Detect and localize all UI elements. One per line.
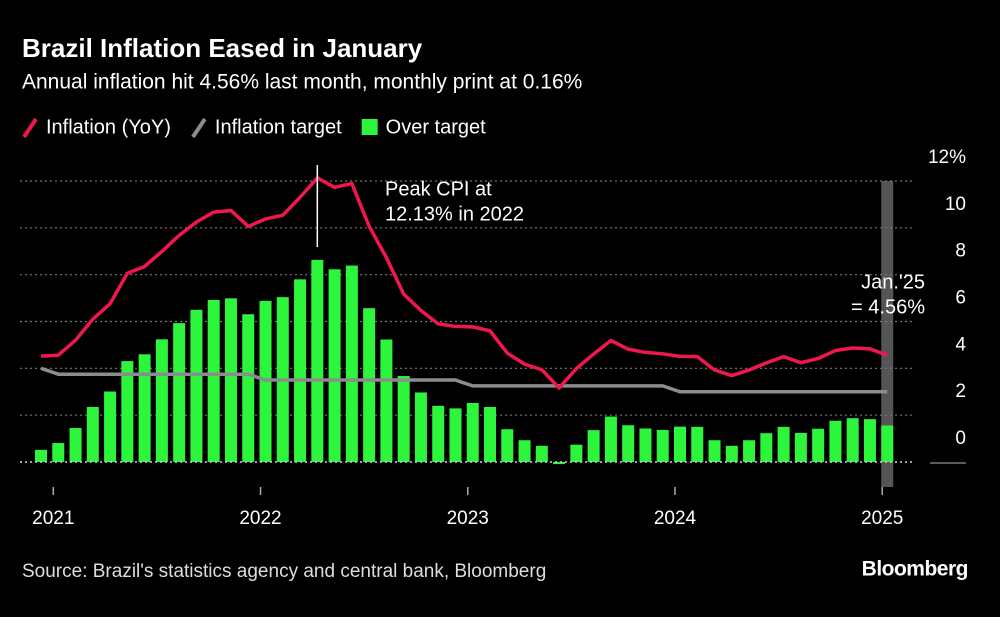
highlight-band [881,181,894,487]
bar [86,406,99,462]
legend-swatch [191,117,207,139]
legend-swatch [22,117,38,139]
bar [155,339,168,462]
bar [673,426,686,462]
bar [846,418,859,462]
bar [708,440,721,462]
bar [345,265,358,462]
bar [794,432,807,462]
annotation: Jan.'25 [861,271,925,293]
bar [570,444,583,462]
bar [138,354,151,462]
bar [760,433,773,462]
x-tick-label: 2023 [447,508,489,529]
bar [691,426,704,462]
bar [104,391,117,462]
bar [829,420,842,462]
bar [881,425,894,462]
y-tick-label: 12% [928,147,966,168]
bar [432,405,445,462]
legend-label: Inflation (YoY) [46,116,171,138]
y-tick-label: 4 [955,334,966,355]
bar [294,279,307,462]
x-tick-label: 2021 [32,508,74,529]
chart-subtitle: Annual inflation hit 4.56% last month, m… [22,71,582,94]
x-tick-label: 2025 [861,508,903,529]
bar [173,323,186,462]
bar [812,428,825,462]
y-tick-label: 0 [955,428,966,449]
bar [121,361,134,462]
bar [535,445,548,462]
y-tick-label: 8 [955,241,966,262]
bar [518,440,531,462]
bar [639,428,652,462]
annotation: Peak CPI at [385,178,492,200]
y-tick-label: 2 [955,381,966,402]
bar [622,425,635,462]
brand: Bloomberg [862,558,968,581]
x-tick-label: 2022 [239,508,281,529]
bar [743,440,756,462]
legend-swatch [361,119,378,135]
bar [242,314,255,462]
bar [656,429,669,462]
bar [397,376,410,462]
line [40,176,888,390]
bar [587,430,600,462]
bar [224,298,237,462]
bar [190,309,203,462]
annotation: = 4.56% [851,296,925,318]
bar [69,428,82,462]
bar [35,449,47,462]
bar [501,429,514,462]
annotation: 12.13% in 2022 [385,203,524,225]
y-tick-label: 6 [955,288,966,309]
bar [604,416,617,462]
bar [311,259,324,462]
bar [466,402,479,462]
legend-label: Inflation target [215,116,342,138]
bar [414,392,427,462]
bar [207,299,220,462]
bar [328,269,341,462]
chart-title: Brazil Inflation Eased in January [22,33,423,63]
bar [777,426,790,462]
source: Source: Brazil's statistics agency and c… [22,561,546,582]
bar [484,406,497,462]
bar [863,419,876,462]
bar [449,408,462,462]
line [40,366,888,394]
bar [52,443,65,462]
bar [380,339,393,462]
legend-label: Over target [386,116,486,138]
bar [363,308,376,462]
bar [725,445,738,462]
x-tick-label: 2024 [654,508,697,529]
bar [553,462,566,465]
y-tick-label: 10 [945,194,966,215]
